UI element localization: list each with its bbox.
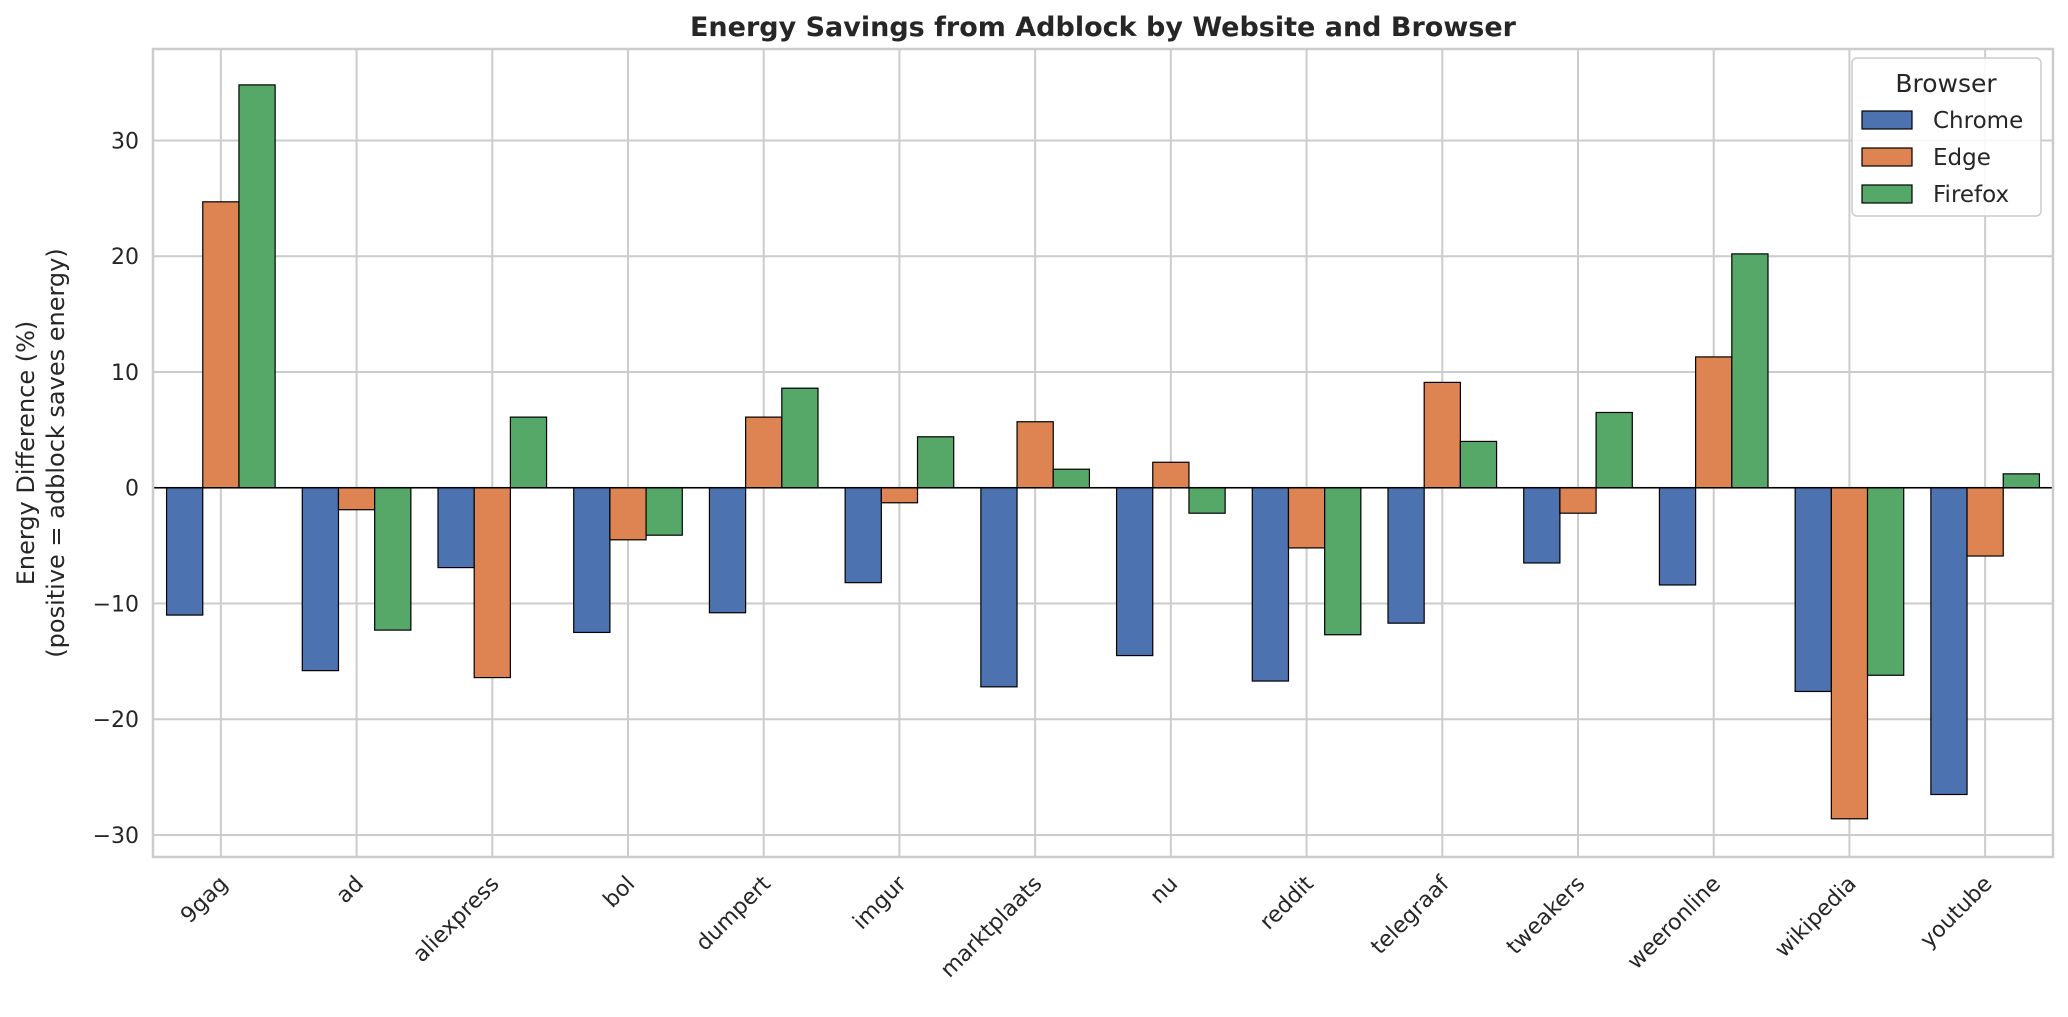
x-tick-label: aliexpress bbox=[408, 872, 504, 968]
bar-chrome-ad bbox=[301, 487, 340, 672]
legend: Browser Chrome Edge Firefox bbox=[1851, 57, 2042, 217]
bar-edge-wikipedia bbox=[1830, 487, 1869, 820]
bar-firefox-nu bbox=[1188, 487, 1226, 514]
legend-label-edge: Edge bbox=[1933, 145, 1991, 171]
bar-edge-ad bbox=[337, 487, 376, 511]
bar-chrome-aliexpress bbox=[437, 487, 475, 569]
y-tick-label: 20 bbox=[111, 245, 139, 270]
bar-chrome-imgur bbox=[844, 487, 882, 584]
bar-chrome-dumpert bbox=[708, 487, 747, 614]
bar-chrome-wikipedia bbox=[1794, 487, 1832, 693]
x-tick-label: marktplaats bbox=[936, 872, 1047, 983]
y-tick-label: 30 bbox=[111, 129, 139, 154]
legend-label-chrome: Chrome bbox=[1933, 108, 2023, 134]
x-tick-label: nu bbox=[1146, 872, 1183, 909]
bar-edge-telegraaf bbox=[1423, 381, 1461, 489]
bar-edge-9gag bbox=[202, 201, 240, 489]
bar-firefox-imgur bbox=[916, 436, 955, 489]
bar-firefox-tweakers bbox=[1595, 411, 1633, 489]
x-tick-label: telegraaf bbox=[1366, 871, 1455, 960]
x-tick-label: wikipedia bbox=[1770, 872, 1861, 963]
bar-edge-youtube bbox=[1966, 487, 2004, 557]
bar-edge-dumpert bbox=[745, 416, 783, 489]
x-tick-label: reddit bbox=[1255, 871, 1319, 935]
bar-edge-bol bbox=[609, 487, 647, 541]
legend-box bbox=[1851, 57, 2042, 217]
y-axis-label-line1: Energy Difference (%) bbox=[12, 321, 40, 586]
bar-chrome-reddit bbox=[1251, 487, 1290, 682]
bar-edge-reddit bbox=[1287, 487, 1326, 549]
y-tick-label: 0 bbox=[125, 477, 139, 502]
bar-firefox-reddit bbox=[1324, 487, 1362, 636]
bar-chrome-marktplaats bbox=[980, 487, 1018, 688]
bar-firefox-aliexpress bbox=[509, 416, 548, 489]
y-tick-label: 10 bbox=[111, 361, 139, 386]
axes-frame bbox=[151, 47, 2055, 859]
y-tick-label: −20 bbox=[93, 708, 139, 733]
bar-firefox-youtube bbox=[2002, 473, 2041, 489]
bar-chrome-tweakers bbox=[1523, 487, 1561, 564]
bar-edge-weeronline bbox=[1695, 356, 1733, 489]
chart-title: Energy Savings from Adblock by Website a… bbox=[690, 12, 1517, 43]
x-tick-label: imgur bbox=[848, 871, 912, 935]
legend-swatch-edge bbox=[1861, 147, 1913, 167]
y-tick-labels: −30 −20 −10 0 10 20 30 bbox=[93, 129, 139, 849]
x-tick-label: dumpert bbox=[691, 871, 776, 956]
legend-title: Browser bbox=[1895, 69, 1997, 98]
bar-edge-aliexpress bbox=[473, 487, 511, 679]
bar-firefox-wikipedia bbox=[1866, 487, 1905, 676]
legend-swatch-chrome bbox=[1861, 110, 1913, 130]
bar-chrome-weeronline bbox=[1658, 487, 1697, 586]
bar-chrome-telegraaf bbox=[1387, 487, 1425, 624]
bar-firefox-dumpert bbox=[781, 387, 819, 489]
x-tick-label: tweakers bbox=[1502, 872, 1590, 960]
bar-firefox-bol bbox=[645, 487, 683, 536]
legend-swatch-firefox bbox=[1861, 184, 1913, 204]
bar-chrome-9gag bbox=[165, 487, 204, 616]
x-tick-label: weeronline bbox=[1623, 872, 1726, 975]
y-tick-label: −10 bbox=[93, 592, 139, 617]
bar-firefox-weeronline bbox=[1731, 253, 1769, 489]
bar-chrome-youtube bbox=[1930, 487, 1968, 796]
bar-edge-imgur bbox=[880, 487, 919, 504]
bar-firefox-marktplaats bbox=[1052, 468, 1091, 489]
bar-chrome-bol bbox=[573, 487, 611, 634]
bar-firefox-telegraaf bbox=[1459, 440, 1498, 489]
bar-chrome-nu bbox=[1115, 487, 1154, 657]
legend-label-firefox: Firefox bbox=[1933, 182, 2009, 208]
bars bbox=[165, 84, 2041, 820]
x-tick-label: bol bbox=[599, 872, 640, 913]
y-tick-label: −30 bbox=[93, 824, 139, 849]
y-axis-label-line2: (positive = adblock saves energy) bbox=[42, 248, 70, 657]
bar-edge-marktplaats bbox=[1016, 421, 1054, 489]
bar-firefox-ad bbox=[374, 487, 412, 631]
x-tick-label: youtube bbox=[1916, 872, 1998, 954]
x-tick-label: ad bbox=[332, 872, 369, 909]
x-tick-labels: 9gag ad aliexpress bol dumpert imgur marktplaa… bbox=[176, 871, 1997, 983]
bar-edge-nu bbox=[1152, 461, 1190, 489]
bar-firefox-9gag bbox=[238, 84, 276, 489]
bar-edge-tweakers bbox=[1559, 487, 1597, 514]
x-tick-label: 9gag bbox=[176, 872, 233, 929]
